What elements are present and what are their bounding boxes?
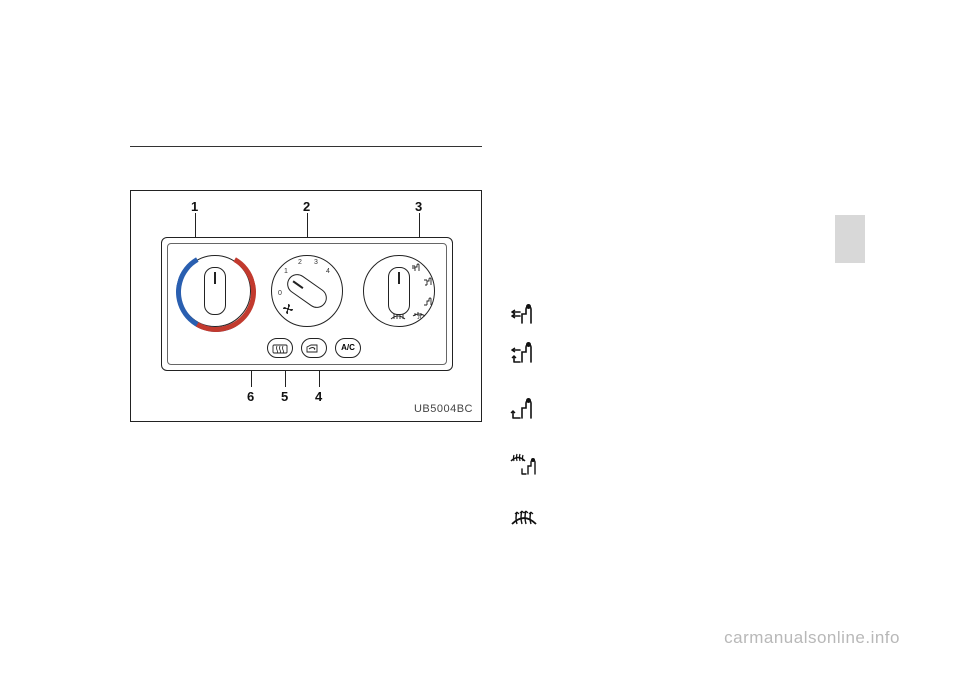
callout-4: 4 — [315, 389, 322, 404]
vent-bilevel-icon — [424, 276, 434, 286]
vent-foot-icon — [424, 296, 434, 306]
ac-button-label: A/C — [341, 343, 355, 352]
recirculation-icon — [305, 342, 323, 354]
vent-bilevel-icon — [510, 340, 536, 362]
diagram-code: UB5004BC — [414, 403, 473, 415]
rear-defrost-button — [267, 338, 293, 358]
callout-1: 1 — [191, 199, 198, 214]
ac-button: A/C — [335, 338, 361, 358]
vent-foot-defrost-icon — [510, 452, 536, 474]
vent-face-icon — [412, 262, 422, 272]
recirculation-button — [301, 338, 327, 358]
hvac-panel: 1 2 3 4 0 — [161, 237, 453, 371]
rear-defrost-icon — [272, 342, 288, 354]
dial-knob — [204, 267, 226, 315]
vent-defrost-icon — [510, 508, 536, 530]
section-divider — [130, 146, 482, 147]
dial-knob — [388, 267, 410, 315]
diagram-box: 1 2 3 6 5 4 1 2 — [130, 190, 482, 422]
callout-2: 2 — [303, 199, 310, 214]
watermark: carmanualsonline.info — [724, 628, 900, 648]
temperature-dial — [179, 255, 251, 327]
fan-icon — [282, 303, 294, 315]
vent-foot-defrost-icon — [412, 312, 426, 322]
page: 1 2 3 6 5 4 1 2 — [0, 0, 960, 678]
fan-speed-dial: 1 2 3 4 0 — [271, 255, 343, 327]
airflow-mode-dial — [363, 255, 435, 327]
callout-6: 6 — [247, 389, 254, 404]
page-edge-tab — [835, 215, 865, 263]
vent-foot-icon — [510, 396, 536, 418]
callout-3: 3 — [415, 199, 422, 214]
vent-face-icon — [510, 302, 536, 324]
callout-5: 5 — [281, 389, 288, 404]
